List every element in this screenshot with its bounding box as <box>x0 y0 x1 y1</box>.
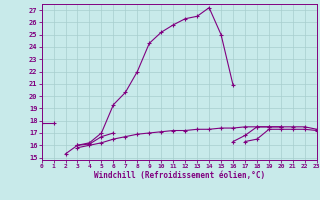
X-axis label: Windchill (Refroidissement éolien,°C): Windchill (Refroidissement éolien,°C) <box>94 171 265 180</box>
